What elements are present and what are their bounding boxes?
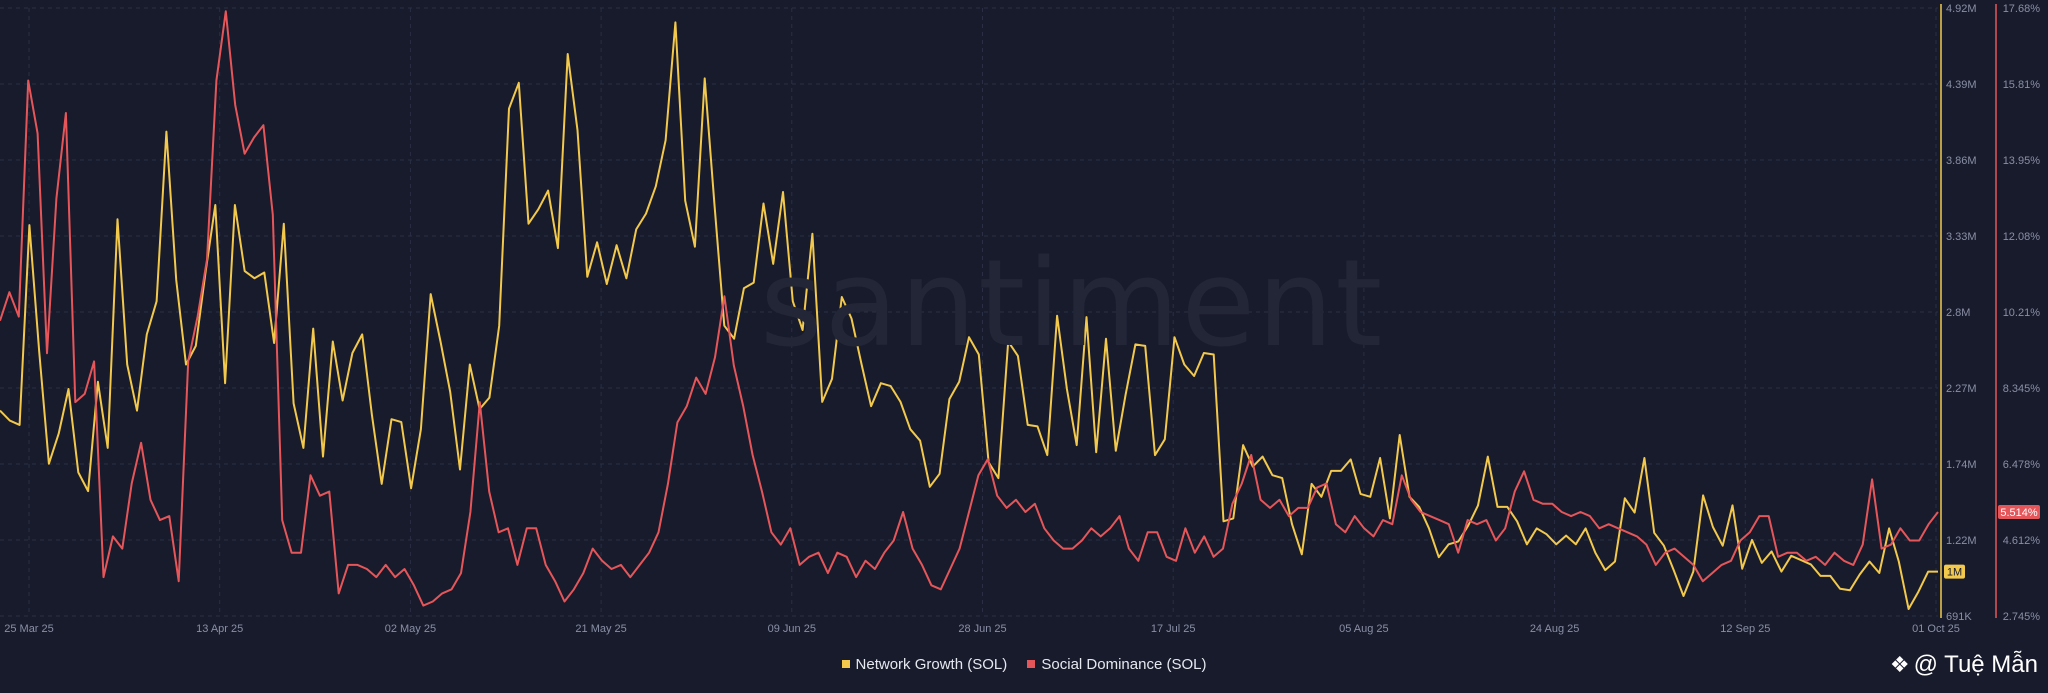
right-axis-tick-label: 13.95% bbox=[2003, 155, 2041, 167]
x-axis-tick-label: 25 Mar 25 bbox=[4, 623, 54, 635]
legend-swatch-network-growth bbox=[841, 660, 850, 668]
right-axis-tick-label: 15.81% bbox=[2003, 79, 2041, 91]
left-axis-tick-label: 3.33M bbox=[1946, 231, 1977, 243]
legend-label-network-growth: Network Growth (SOL) bbox=[855, 656, 1008, 673]
x-axis-tick-label: 21 May 25 bbox=[575, 623, 626, 635]
social-dominance-current-label: 5.514% bbox=[2000, 507, 2038, 519]
right-axis-tick-label: 4.612% bbox=[2003, 535, 2041, 547]
current-value-markers: 1M 5.514% bbox=[1944, 504, 2040, 579]
network-growth-line-group bbox=[0, 21, 1938, 610]
left-axis-tick-label: 691K bbox=[1946, 611, 1972, 623]
legend-label-social-dominance: Social Dominance (SOL) bbox=[1041, 656, 1207, 673]
right-axis-tick-label: 12.08% bbox=[2003, 231, 2041, 243]
left-axis-tick-label: 4.92M bbox=[1946, 3, 1977, 15]
social-dominance-line-group bbox=[0, 10, 1939, 607]
right-axis-tick-label: 8.345% bbox=[2003, 383, 2041, 395]
x-axis-tick-label: 12 Sep 25 bbox=[1720, 623, 1770, 635]
x-axis-tick-label: 09 Jun 25 bbox=[768, 623, 816, 635]
x-axis-tick-label: 05 Aug 25 bbox=[1339, 623, 1389, 635]
legend-swatch-social-dominance bbox=[1027, 660, 1036, 668]
left-axis-tick-label: 1.74M bbox=[1946, 459, 1977, 471]
social-dominance-current-badge bbox=[1998, 504, 2040, 519]
binance-square-icon: ❖ bbox=[1889, 652, 1910, 677]
x-axis-tick-label: 13 Apr 25 bbox=[196, 623, 243, 635]
network-growth-current-label: 1M bbox=[1947, 567, 1962, 579]
right-axis-tick-label: 2.745% bbox=[2003, 611, 2041, 623]
author-credit-text: @ Tuệ Mẫn bbox=[1913, 651, 2038, 678]
right-axis-tick-label: 10.21% bbox=[2003, 307, 2041, 319]
left-axis-tick-label: 2.27M bbox=[1946, 383, 1977, 395]
x-axis-tick-label: 17 Jul 25 bbox=[1151, 623, 1196, 635]
x-axis-tick-label: 24 Aug 25 bbox=[1530, 623, 1580, 635]
right-axis-tick-label: 17.68% bbox=[2003, 3, 2041, 15]
left-axis-tick-label: 2.8M bbox=[1946, 307, 1970, 319]
x-axis-tick-label: 01 Oct 25 bbox=[1912, 623, 1960, 635]
left-axis-tick-label: 3.86M bbox=[1946, 155, 1977, 167]
network-growth-line bbox=[0, 21, 1938, 610]
left-axis: 4.92M 4.39M 3.86M 3.33M 2.8M 2.27M 1.74M 1.22M 6… bbox=[1940, 3, 1977, 623]
legend-item-network-growth[interactable]: Network Growth (SOL) bbox=[841, 656, 1008, 673]
social-dominance-line bbox=[0, 10, 1939, 607]
grid-lines bbox=[0, 7, 1938, 617]
right-axis-tick-label: 6.478% bbox=[2003, 459, 2041, 471]
author-credit: ❖ @ Tuệ Mẫn bbox=[1890, 651, 2038, 679]
left-axis-tick-label: 4.39M bbox=[1946, 79, 1977, 91]
x-axis-tick-label: 28 Jun 25 bbox=[958, 623, 1006, 635]
right-axis: 17.68% 15.81% 13.95% 12.08% 10.21% 8.345% 6.47… bbox=[1995, 3, 2041, 623]
x-axis: 25 Mar 25 13 Apr 25 02 May 25 21 May 25 09 J… bbox=[4, 623, 1960, 635]
x-axis-tick-label: 02 May 25 bbox=[385, 623, 436, 635]
network-growth-current-badge bbox=[1944, 564, 1965, 579]
left-axis-tick-label: 1.22M bbox=[1946, 535, 1977, 547]
legend-item-social-dominance[interactable]: Social Dominance (SOL) bbox=[1027, 656, 1206, 673]
legend: Network Growth (SOL) Social Dominance (S… bbox=[0, 656, 2048, 673]
santiment-watermark: santiment bbox=[760, 235, 1385, 374]
